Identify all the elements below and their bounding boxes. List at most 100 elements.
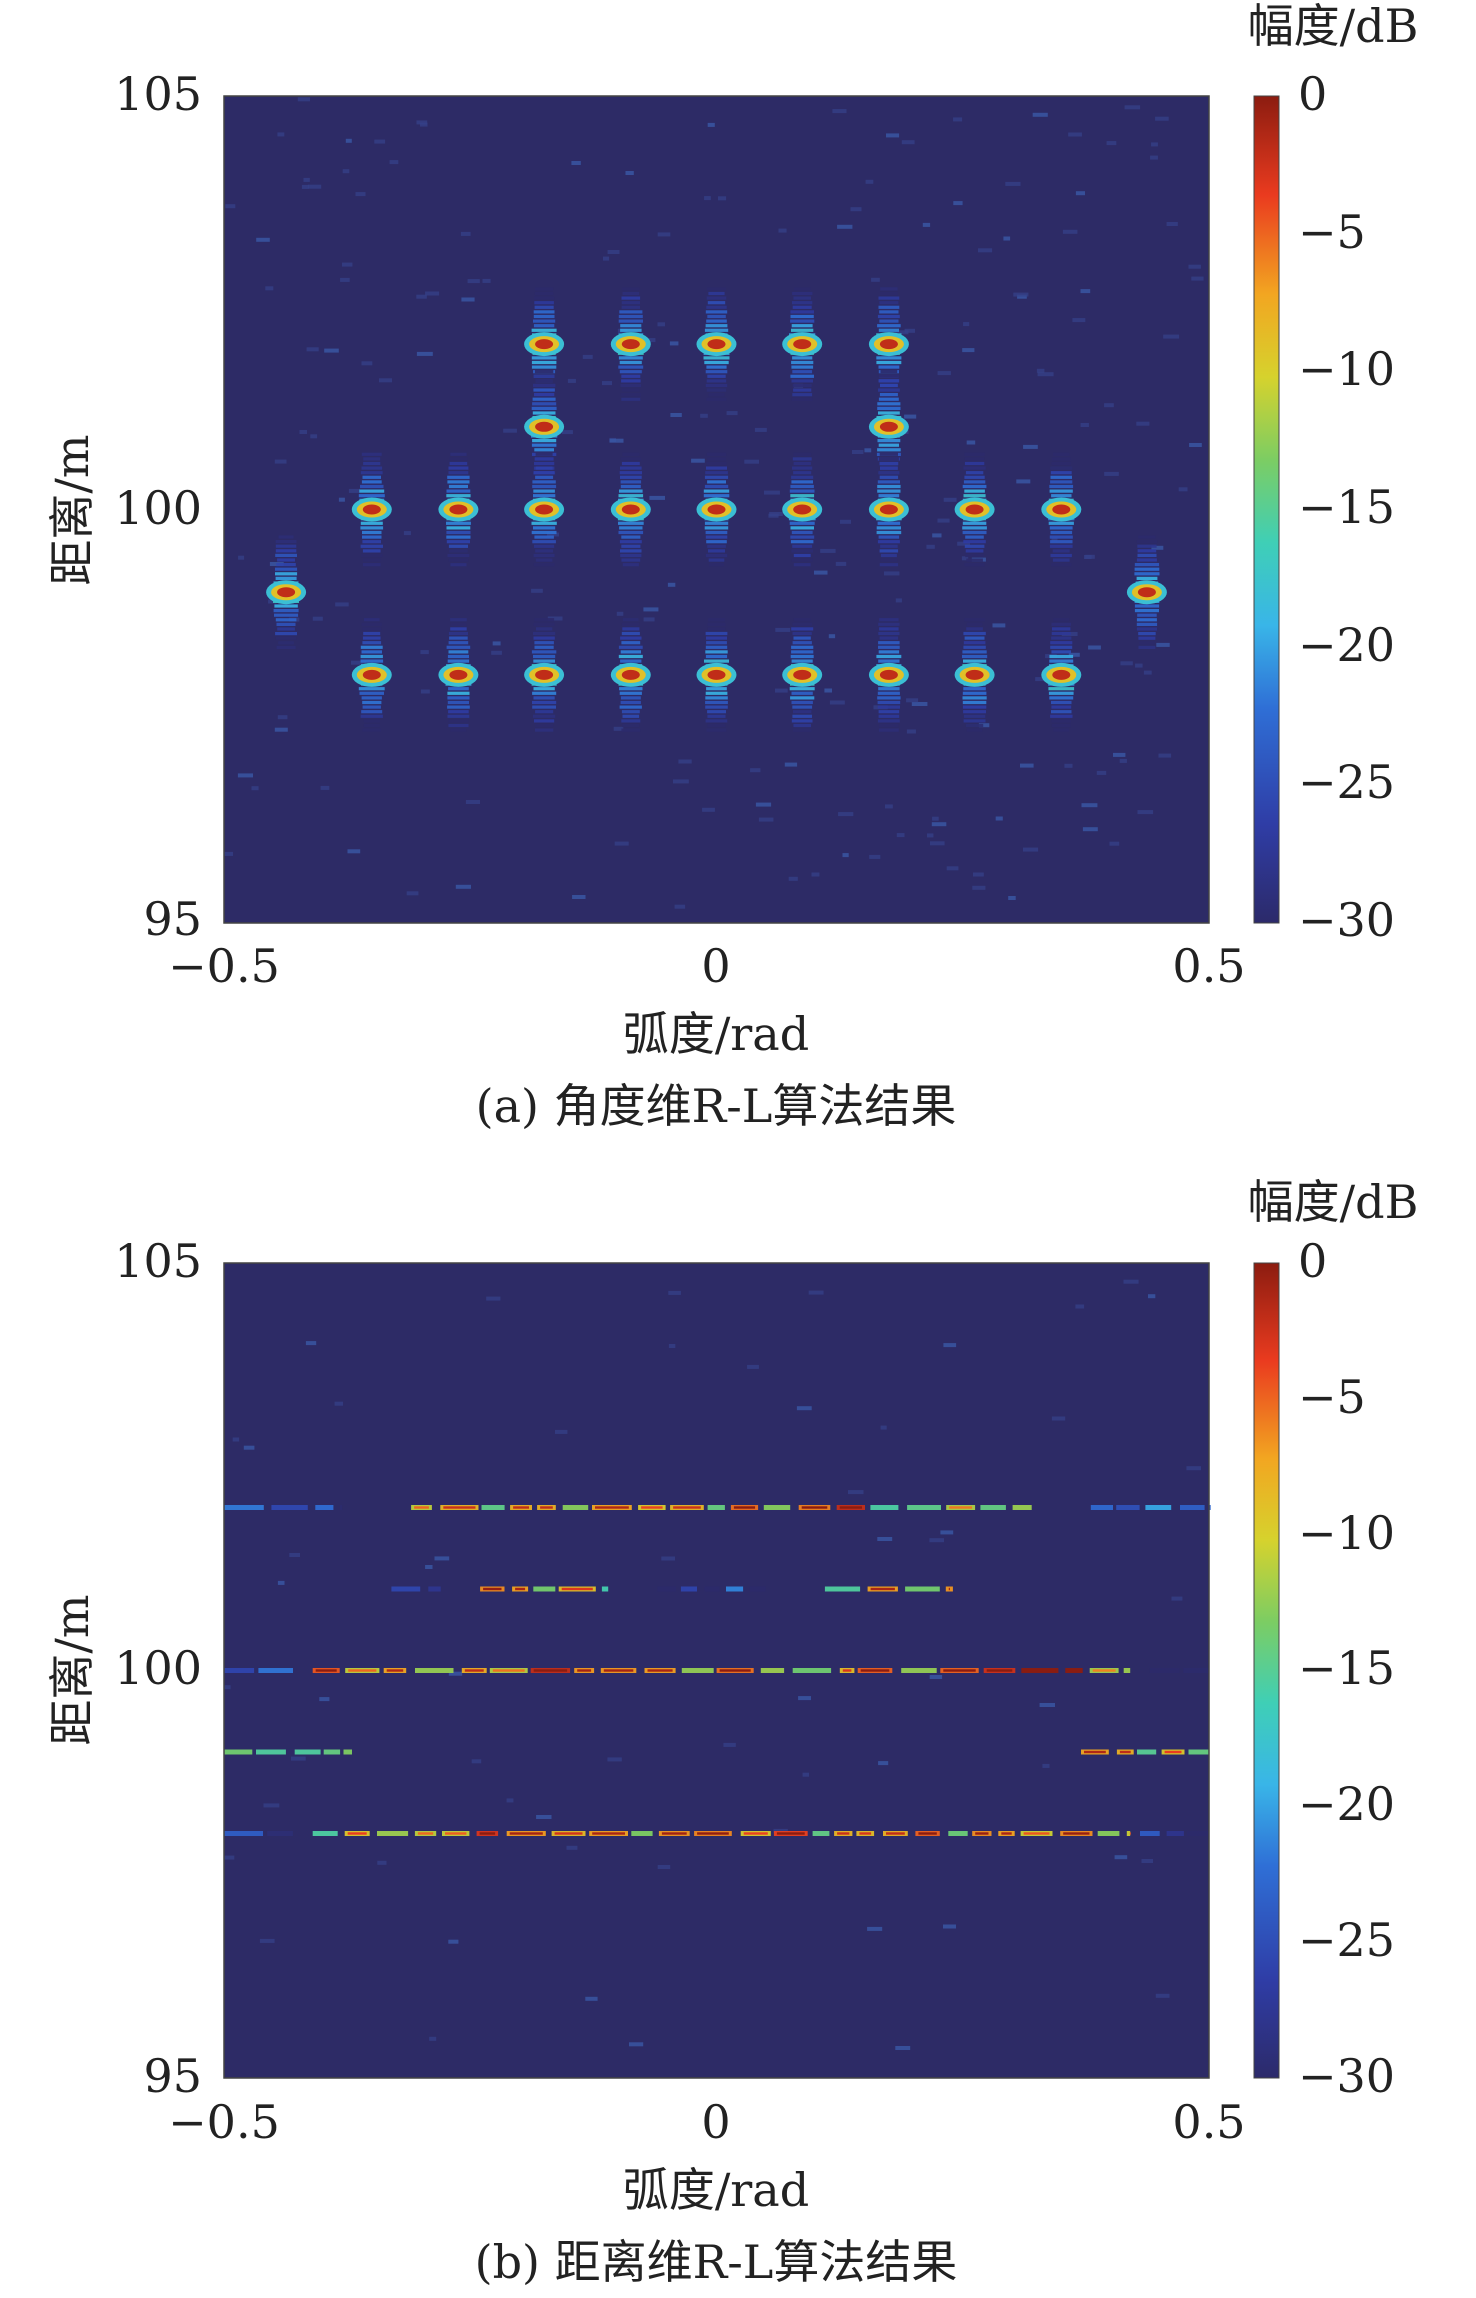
peak-streak (792, 631, 812, 636)
noise-speckle (1075, 191, 1085, 196)
peak-streak (447, 705, 470, 709)
noise-speckle (1158, 753, 1172, 758)
peak-streak (790, 310, 814, 314)
peak-streak (706, 388, 727, 392)
peak-streak (1050, 714, 1073, 718)
peak-streak (533, 319, 556, 323)
peak-streak (964, 544, 985, 548)
peak-streak (619, 471, 642, 475)
peak-streak (709, 563, 724, 567)
noise-speckle (798, 1696, 811, 1701)
peak-streak (707, 723, 726, 728)
noise-speckle (625, 171, 634, 175)
peak-streak (879, 618, 899, 622)
row-streak (980, 1505, 1006, 1510)
noise-speckle (864, 448, 872, 453)
noise-speckle (973, 872, 984, 877)
noise-speckle (750, 768, 761, 773)
noise-speckle (374, 139, 386, 144)
panel-a: 105 100 95 −0.5 0 0.5 弧度/rad 距离/m (a) 角度… (45, 0, 1418, 1133)
peak-streak (794, 287, 811, 291)
row-streak (870, 1505, 899, 1510)
noise-speckle (585, 1996, 598, 2001)
row-streak (267, 1831, 293, 1836)
noise-speckle (377, 1860, 387, 1865)
peak-streak (791, 480, 813, 484)
peak-streak (962, 691, 987, 695)
cbar-tick-30-b: −30 (1298, 2049, 1395, 2103)
peak-streak (622, 563, 639, 567)
noise-speckle (238, 555, 245, 560)
peak-streak (361, 466, 383, 470)
peak-streak (446, 494, 471, 498)
peak-streak (448, 484, 468, 489)
row-streak (481, 1505, 505, 1510)
noise-speckle (1005, 181, 1021, 186)
peak-streak (363, 618, 380, 622)
noise-speckle (747, 1364, 759, 1369)
noise-speckle (927, 833, 934, 838)
peak-streak (876, 526, 901, 530)
cbar-tick-15-a: −15 (1298, 480, 1395, 534)
row-core (801, 1506, 828, 1509)
noise-speckle (1150, 155, 1158, 160)
noise-speckle (838, 812, 854, 817)
noise-speckle (1068, 652, 1080, 657)
peak-streak (1137, 544, 1157, 548)
peak-streak (623, 618, 639, 622)
caption-a: (a) 角度维R-L算法结果 (476, 1079, 957, 1133)
peak-streak (1052, 549, 1070, 553)
noise-speckle (649, 495, 665, 500)
peak-streak (964, 475, 985, 479)
noise-speckle (878, 1761, 889, 1766)
row-core (1164, 1750, 1182, 1754)
noise-speckle (814, 570, 828, 575)
peak-streak (790, 319, 815, 323)
peak-streak (878, 457, 899, 461)
row-core (595, 1506, 629, 1509)
peak-streak (962, 530, 987, 535)
noise-speckle (906, 729, 916, 734)
peak-streak (964, 636, 985, 640)
peak-core (449, 504, 468, 515)
noise-speckle (303, 177, 310, 182)
peak-streak (532, 691, 557, 695)
peak-core (707, 669, 726, 680)
row-streak (1090, 1505, 1113, 1510)
row-core (647, 1669, 673, 1672)
noise-speckle (547, 616, 563, 621)
peak-streak (276, 563, 296, 567)
peak-streak (878, 397, 899, 401)
peak-streak (1051, 494, 1072, 498)
peak-streak (706, 687, 727, 691)
noise-speckle (263, 1803, 280, 1808)
peak-streak (448, 650, 469, 654)
noise-speckle (355, 192, 366, 197)
peak-streak (877, 324, 901, 328)
noise-speckle (460, 231, 471, 236)
peak-streak (879, 563, 899, 567)
noise-speckle (379, 378, 392, 383)
peak-streak (619, 489, 643, 493)
peak-streak (707, 301, 726, 305)
peak-streak (362, 540, 381, 544)
row-core (592, 1832, 625, 1835)
row-streak (792, 1668, 832, 1673)
xlabel-b: 弧度/rad (623, 2163, 809, 2217)
ytick-95-a: 95 (143, 892, 202, 946)
peak-streak (704, 526, 729, 530)
row-streak (533, 1586, 556, 1592)
peak-streak (791, 360, 814, 365)
peak-streak (965, 723, 984, 728)
noise-speckle (243, 1445, 255, 1450)
peak-streak (878, 631, 900, 636)
peak-streak (277, 627, 295, 631)
peak-streak (793, 296, 811, 300)
noise-speckle (277, 132, 285, 137)
peak-streak (361, 553, 383, 558)
peak-streak (879, 549, 899, 553)
peak-streak (878, 535, 900, 539)
row-core (445, 1832, 467, 1835)
peak-streak (361, 480, 382, 484)
peak-streak (1049, 535, 1073, 539)
